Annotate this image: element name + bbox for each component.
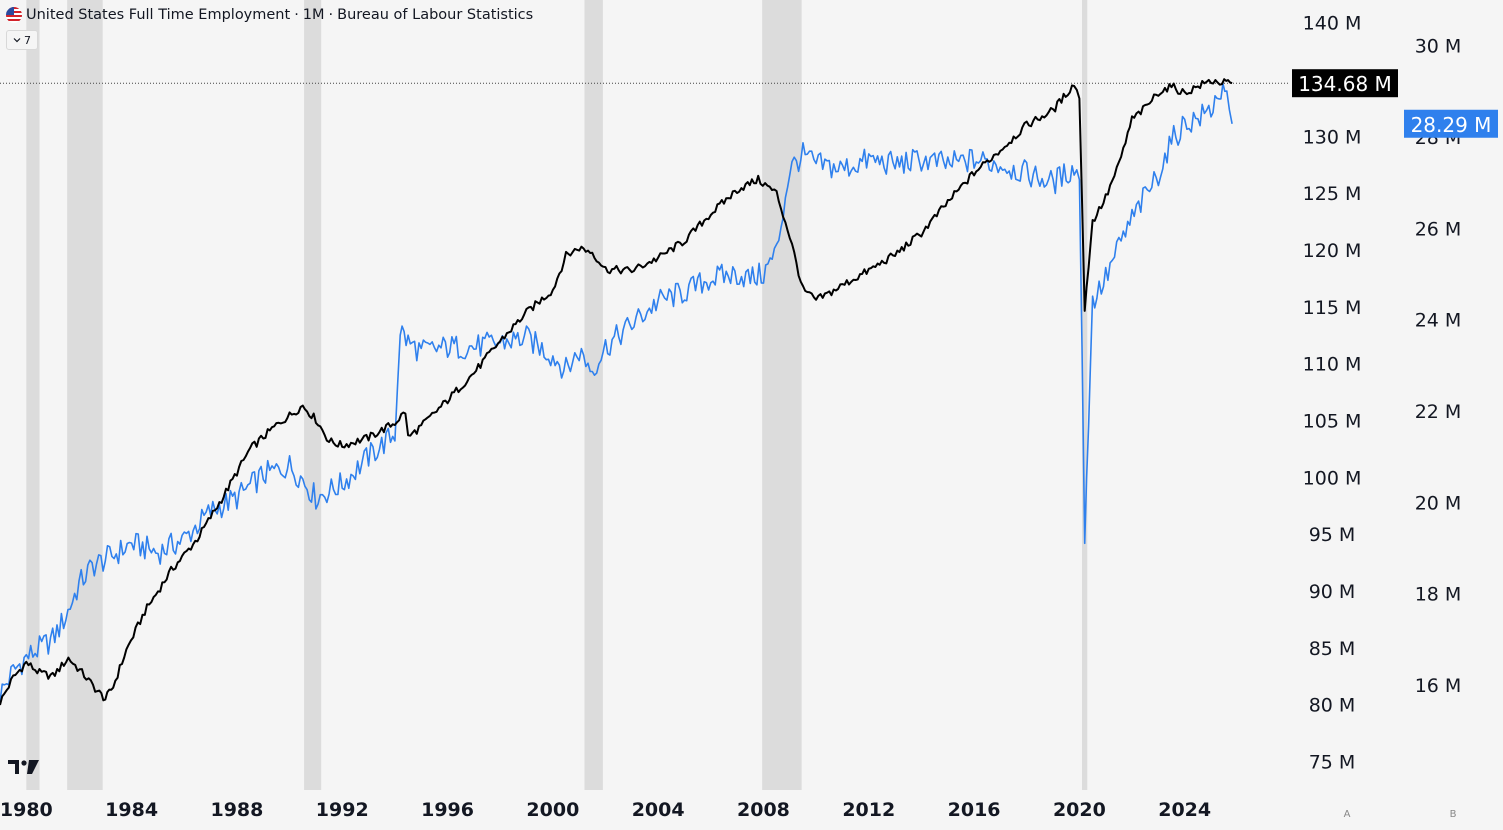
title-separator: ·: [294, 7, 299, 23]
x-tick-label: 1992: [316, 799, 369, 821]
axis-a-tick-label: 125 M: [1303, 183, 1362, 205]
recession-band-1: [67, 0, 103, 790]
y-axis-b: 30 M28 M26 M24 M22 M20 M18 M16 M28.29 MB: [1404, 36, 1498, 820]
series-line-a: [0, 78, 1233, 706]
axis-a-tick-label: 100 M: [1303, 467, 1362, 489]
axis-b-tick-label: 16 M: [1415, 675, 1462, 697]
axis-a-last-value-tag: [1292, 69, 1398, 98]
recession-band-0: [26, 0, 40, 790]
axis-a-tick-label: 110 M: [1303, 354, 1362, 376]
axis-a-tick-label: 95 M: [1309, 524, 1356, 546]
chart-title: United States Full Time Employment: [26, 7, 291, 23]
axis-b-last-value-label: 28.29 M: [1411, 113, 1492, 137]
indicator-count: 7: [24, 33, 31, 47]
recession-band-4: [762, 0, 802, 790]
recession-band-3: [584, 0, 603, 790]
tradingview-logo-icon[interactable]: [8, 758, 40, 776]
series-line-b: [0, 82, 1233, 703]
axis-b-tick-label: 20 M: [1415, 492, 1462, 514]
axis-a-tick-label: 115 M: [1303, 297, 1362, 319]
axis-b-tick-label: 30 M: [1415, 36, 1462, 58]
us-flag-icon: [6, 7, 22, 23]
x-tick-label: 1984: [105, 799, 158, 821]
x-tick-label: 2024: [1158, 799, 1211, 821]
axis-a-tick-label: 75 M: [1309, 752, 1356, 774]
x-tick-label: 1988: [210, 799, 263, 821]
chevron-down-icon: [13, 38, 21, 43]
series-layer: [0, 78, 1233, 706]
axis-b-last-value-tag: [1404, 109, 1498, 138]
x-tick-label: 2000: [526, 799, 579, 821]
axis-a-tick-label: 105 M: [1303, 411, 1362, 433]
x-tick-label: 1996: [421, 799, 474, 821]
recession-band-2: [304, 0, 322, 790]
title-separator-2: ·: [328, 7, 334, 23]
indicators-toggle-button[interactable]: 7: [6, 30, 38, 50]
axis-a-last-value-label: 134.68 M: [1298, 72, 1392, 96]
x-tick-label: 2004: [632, 799, 685, 821]
x-tick-label: 2008: [737, 799, 790, 821]
x-tick-label: 2012: [842, 799, 895, 821]
axis-a-tick-label: 80 M: [1309, 695, 1356, 717]
axis-a-tick-label: 90 M: [1309, 581, 1356, 603]
axis-a-tick-label: 140 M: [1303, 13, 1362, 35]
x-tick-label: 2016: [948, 799, 1001, 821]
axis-a-tick-label: 130 M: [1303, 126, 1362, 148]
axis-b-tick-label: 26 M: [1415, 218, 1462, 240]
axis-a-label: A: [1344, 809, 1351, 820]
axis-a-tick-label: 120 M: [1303, 240, 1362, 262]
recession-band-5: [1082, 0, 1088, 790]
chart-source: Bureau of Labour Statistics: [337, 7, 534, 23]
axis-b-label: B: [1450, 809, 1457, 820]
x-tick-label: 2020: [1053, 799, 1106, 821]
axis-b-tick-label: 18 M: [1415, 584, 1462, 606]
recession-bands: [26, 0, 1088, 790]
axis-b-tick-label: 22 M: [1415, 401, 1462, 423]
axis-a-tick-label: 85 M: [1309, 638, 1356, 660]
x-tick-label: 1980: [0, 799, 53, 821]
chart-header: United States Full Time Employment · 1M …: [6, 5, 533, 25]
axis-b-tick-label: 24 M: [1415, 310, 1462, 332]
chart-interval: 1M: [302, 7, 325, 23]
x-axis: 1980 1984 1988 1992 1996 2000 2004 2008 2012 2016…: [0, 799, 1211, 821]
